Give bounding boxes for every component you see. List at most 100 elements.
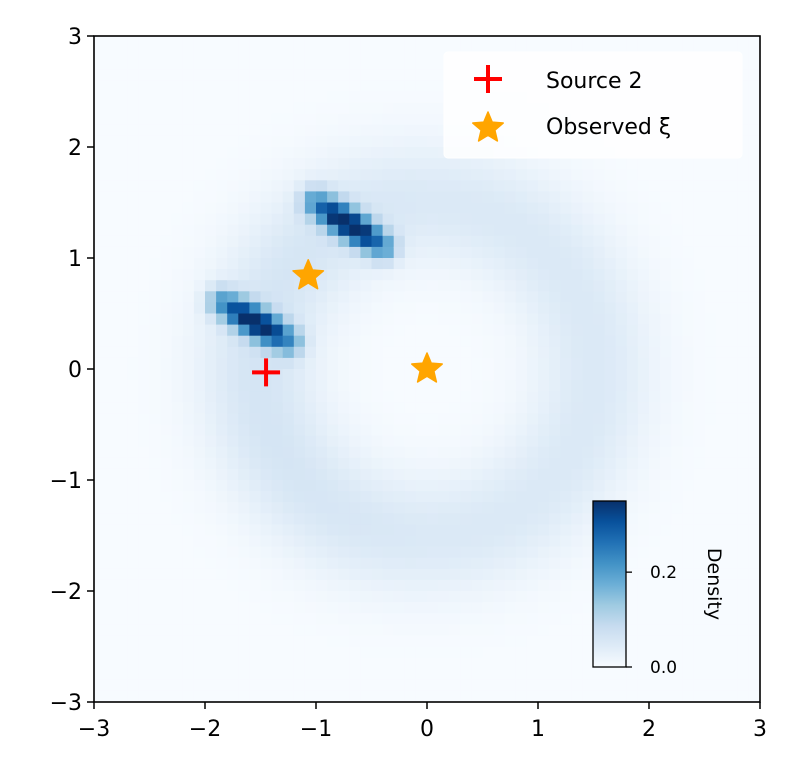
heatmap-cell (482, 424, 495, 437)
heatmap-cell (193, 124, 206, 137)
heatmap-cell (249, 579, 262, 592)
heatmap-cell (149, 335, 162, 348)
heatmap-cell (482, 380, 495, 392)
heatmap-cell (415, 480, 428, 492)
heatmap-cell (304, 180, 317, 192)
heatmap-cell (371, 679, 384, 692)
heatmap-cell (427, 91, 439, 104)
heatmap-cell (726, 424, 739, 437)
heatmap-cell (715, 169, 728, 181)
heatmap-cell (94, 391, 106, 403)
heatmap-cell (94, 646, 106, 659)
heatmap-cell (693, 435, 706, 448)
heatmap-cell (660, 369, 672, 381)
x-tick-label: 0 (420, 717, 434, 742)
heatmap-cell (371, 69, 384, 81)
heatmap-cell (748, 91, 760, 104)
heatmap-cell (338, 113, 350, 126)
legend: Source 2 Observed ξ (443, 51, 743, 159)
heatmap-cell (249, 47, 262, 59)
heatmap-cell (116, 202, 128, 215)
heatmap-cell (327, 579, 339, 592)
heatmap-cell (371, 302, 384, 315)
heatmap-cell (271, 47, 284, 59)
heatmap-cell (560, 269, 572, 281)
heatmap-cell (127, 36, 139, 48)
heatmap-cell (271, 513, 284, 525)
heatmap-cell (427, 535, 439, 548)
heatmap-cell (304, 335, 317, 348)
heatmap-cell (116, 690, 128, 702)
heatmap-cell (438, 235, 450, 248)
heatmap-cell (171, 557, 184, 570)
heatmap-cell (149, 513, 162, 525)
heatmap-cell (293, 391, 306, 403)
heatmap-cell (593, 280, 606, 292)
heatmap-cell (526, 357, 539, 370)
heatmap-cell (171, 280, 184, 292)
heatmap-cell (560, 613, 572, 625)
heatmap-cell (205, 535, 217, 548)
heatmap-cell (205, 391, 217, 403)
heatmap-cell (671, 169, 683, 181)
heatmap-cell (127, 335, 139, 348)
heatmap-cell (549, 346, 561, 359)
heatmap-cell (260, 113, 273, 126)
heatmap-cell (538, 591, 550, 603)
heatmap-cell (427, 413, 439, 426)
heatmap-cell (415, 313, 428, 326)
heatmap-cell (327, 635, 339, 648)
heatmap-cell (626, 579, 639, 592)
heatmap-cell (193, 446, 206, 459)
heatmap-cell (282, 613, 295, 625)
heatmap-cell (371, 579, 384, 592)
heatmap-cell (471, 369, 484, 381)
heatmap-cell (105, 446, 117, 459)
heatmap-cell (615, 468, 628, 481)
heatmap-cell (382, 302, 395, 315)
heatmap-cell (427, 391, 439, 403)
heatmap-cell (160, 80, 173, 93)
colorbar-gradient (592, 500, 627, 668)
heatmap-cell (748, 568, 760, 581)
heatmap-cell (260, 36, 273, 48)
heatmap-cell (393, 668, 406, 681)
heatmap-cell (571, 269, 583, 281)
heatmap-cell (471, 679, 484, 692)
heatmap-cell (682, 402, 694, 414)
heatmap-cell (660, 535, 672, 548)
heatmap-cell (238, 457, 250, 470)
heatmap-cell (282, 446, 295, 459)
heatmap-cell (682, 613, 694, 625)
heatmap-cell (127, 446, 139, 459)
heatmap-cell (438, 668, 450, 681)
heatmap-cell (260, 169, 273, 181)
heatmap-cell (216, 113, 228, 126)
heatmap-cell (216, 313, 228, 326)
heatmap-cell (304, 624, 317, 636)
heatmap-cell (404, 47, 417, 59)
heatmap-cell (571, 613, 583, 625)
heatmap-cell (271, 58, 284, 70)
heatmap-cell (260, 457, 273, 470)
heatmap-cell (127, 291, 139, 303)
heatmap-cell (193, 591, 206, 603)
heatmap-cell (238, 258, 250, 270)
heatmap-cell (349, 690, 361, 702)
heatmap-cell (715, 369, 728, 381)
heatmap-cell (171, 47, 184, 59)
heatmap-cell (360, 135, 373, 148)
heatmap-cell (249, 513, 262, 525)
heatmap-cell (171, 591, 184, 603)
heatmap-cell (582, 535, 595, 548)
heatmap-cell (593, 491, 606, 503)
heatmap-cell (138, 491, 151, 503)
heatmap-cell (415, 557, 428, 570)
heatmap-cell (549, 369, 561, 381)
heatmap-cell (693, 369, 706, 381)
heatmap-cell (293, 180, 306, 192)
heatmap-cell (482, 36, 495, 48)
heatmap-cell (415, 269, 428, 281)
heatmap-cell (438, 557, 450, 570)
heatmap-cell (338, 202, 350, 215)
